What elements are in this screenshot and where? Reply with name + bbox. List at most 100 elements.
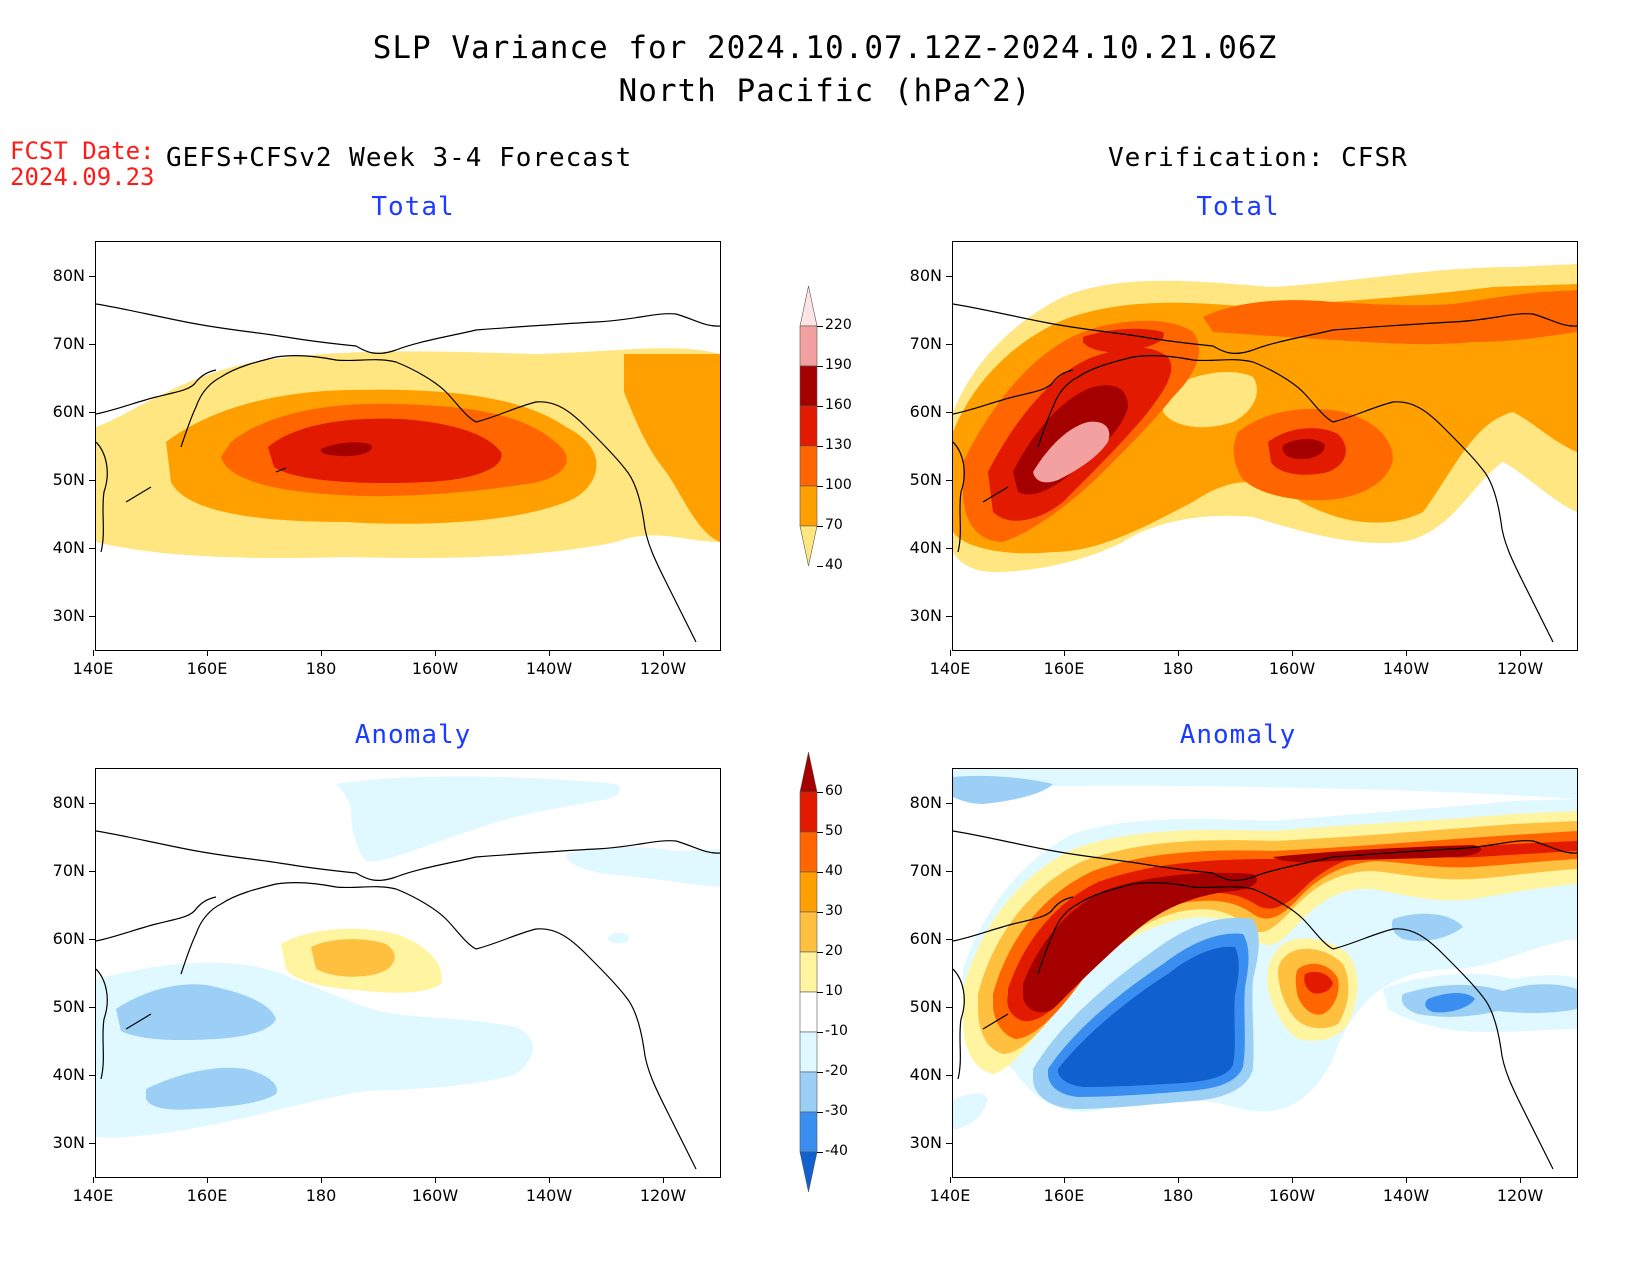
lon-label-tr-5: 120W — [1496, 659, 1544, 678]
total-colorbar-swatch-4 — [799, 445, 818, 487]
lat-label-tl-4: 40N — [52, 538, 85, 557]
anomaly-colorbar-tick-5 — [817, 992, 823, 993]
lat-tick-br-0 — [946, 803, 952, 804]
lat-tick-tl-3 — [89, 480, 95, 481]
total-colorbar-swatch-3 — [799, 405, 818, 447]
lat-tick-br-2 — [946, 939, 952, 940]
bottom-left-panel-title: Anomaly — [354, 720, 472, 750]
anomaly-colorbar-tick-6 — [817, 1032, 823, 1033]
total-colorbar-label-6: 40 — [825, 557, 843, 573]
lon-label-tl-5: 120W — [639, 659, 687, 678]
total-colorbar-label-4: 100 — [825, 477, 852, 493]
lon-tick-tl-3 — [435, 650, 436, 656]
lat-tick-tl-2 — [89, 412, 95, 413]
total-colorbar-swatch-5 — [799, 485, 818, 527]
total-colorbar-label-1: 190 — [825, 357, 852, 373]
lon-tick-bl-4 — [549, 1177, 550, 1183]
top-left-panel-title: Total — [371, 192, 455, 222]
lon-label-bl-0: 140E — [72, 1186, 114, 1205]
total-colorbar-swatch-0 — [799, 286, 818, 327]
anomaly-colorbar-label-7: -20 — [825, 1063, 848, 1079]
lat-tick-tr-2 — [946, 412, 952, 413]
total-colorbar-label-0: 220 — [825, 317, 852, 333]
lon-label-bl-5: 120W — [639, 1186, 687, 1205]
bottom-right-panel-title: Anomaly — [1179, 720, 1297, 750]
lat-label-br-1: 70N — [909, 861, 942, 880]
right-column-header: Verification: CFSR — [1108, 143, 1408, 173]
total-colorbar-swatch-1 — [799, 325, 818, 367]
lon-tick-tl-0 — [93, 650, 94, 656]
lat-label-tr-5: 30N — [909, 606, 942, 625]
lon-tick-bl-5 — [663, 1177, 664, 1183]
lat-tick-tl-4 — [89, 548, 95, 549]
lon-label-tl-0: 140E — [72, 659, 114, 678]
lat-label-br-2: 60N — [909, 929, 942, 948]
top-right-panel-title: Total — [1196, 192, 1280, 222]
lon-label-tl-4: 140W — [525, 659, 573, 678]
anomaly-colorbar-swatch-4 — [799, 911, 818, 953]
lat-tick-tr-4 — [946, 548, 952, 549]
lon-tick-bl-0 — [93, 1177, 94, 1183]
lat-label-br-3: 50N — [909, 997, 942, 1016]
anomaly-colorbar-swatch-3 — [799, 871, 818, 913]
lat-tick-bl-1 — [89, 871, 95, 872]
anomaly-colorbar-label-3: 30 — [825, 903, 843, 919]
lat-label-tl-5: 30N — [52, 606, 85, 625]
lat-label-bl-3: 50N — [52, 997, 85, 1016]
anomaly-colorbar-svg — [799, 752, 818, 1193]
lon-label-br-3: 160W — [1268, 1186, 1316, 1205]
lon-label-br-2: 180 — [1162, 1186, 1194, 1205]
lon-tick-tr-4 — [1406, 650, 1407, 656]
lon-label-tr-2: 180 — [1162, 659, 1194, 678]
total-colorbar-tick-0 — [817, 326, 823, 327]
total-colorbar-swatch-2 — [799, 365, 818, 407]
lat-tick-tl-0 — [89, 276, 95, 277]
anomaly-colorbar-tick-9 — [817, 1152, 823, 1153]
lon-tick-br-5 — [1520, 1177, 1521, 1183]
anomaly-colorbar-swatch-7 — [799, 1031, 818, 1073]
lat-tick-bl-0 — [89, 803, 95, 804]
total-colorbar-tick-4 — [817, 486, 823, 487]
anomaly-colorbar-tick-4 — [817, 952, 823, 953]
lat-tick-bl-3 — [89, 1007, 95, 1008]
anomaly-colorbar-swatch-2 — [799, 831, 818, 873]
fcst-date-value: 2024.09.23 — [10, 163, 155, 191]
anomaly-colorbar-label-9: -40 — [825, 1143, 848, 1159]
lat-label-tl-1: 70N — [52, 334, 85, 353]
lon-tick-bl-1 — [207, 1177, 208, 1183]
lat-label-tr-1: 70N — [909, 334, 942, 353]
anomaly-colorbar-tick-3 — [817, 912, 823, 913]
lon-tick-br-4 — [1406, 1177, 1407, 1183]
lon-label-br-0: 140E — [929, 1186, 971, 1205]
lon-tick-br-0 — [950, 1177, 951, 1183]
lat-label-tl-3: 50N — [52, 470, 85, 489]
lon-label-bl-1: 160E — [186, 1186, 228, 1205]
anomaly-colorbar-tick-8 — [817, 1112, 823, 1113]
lon-label-bl-2: 180 — [305, 1186, 337, 1205]
lon-tick-tr-5 — [1520, 650, 1521, 656]
anomaly-colorbar-label-6: -10 — [825, 1023, 848, 1039]
lat-tick-bl-2 — [89, 939, 95, 940]
anomaly-colorbar-tick-2 — [817, 872, 823, 873]
anomaly-colorbar-tick-7 — [817, 1072, 823, 1073]
lon-tick-tl-5 — [663, 650, 664, 656]
main-subtitle: North Pacific (hPa^2) — [618, 73, 1032, 109]
total-colorbar-svg — [799, 286, 818, 567]
total-colorbar-swatch-6 — [799, 525, 818, 567]
total-colorbar-tick-1 — [817, 366, 823, 367]
lon-label-tl-1: 160E — [186, 659, 228, 678]
lon-tick-br-3 — [1292, 1177, 1293, 1183]
lat-label-tl-0: 80N — [52, 266, 85, 285]
anomaly-colorbar-swatch-10 — [799, 1151, 818, 1193]
forecast-anomaly-map — [95, 768, 721, 1178]
lon-tick-tr-0 — [950, 650, 951, 656]
lon-label-tl-2: 180 — [305, 659, 337, 678]
lon-tick-bl-2 — [321, 1177, 322, 1183]
lon-tick-br-2 — [1178, 1177, 1179, 1183]
lon-label-tr-4: 140W — [1382, 659, 1430, 678]
lon-label-bl-4: 140W — [525, 1186, 573, 1205]
lat-label-bl-1: 70N — [52, 861, 85, 880]
anomaly-colorbar-label-1: 50 — [825, 823, 843, 839]
lon-tick-bl-3 — [435, 1177, 436, 1183]
lat-tick-tl-1 — [89, 344, 95, 345]
